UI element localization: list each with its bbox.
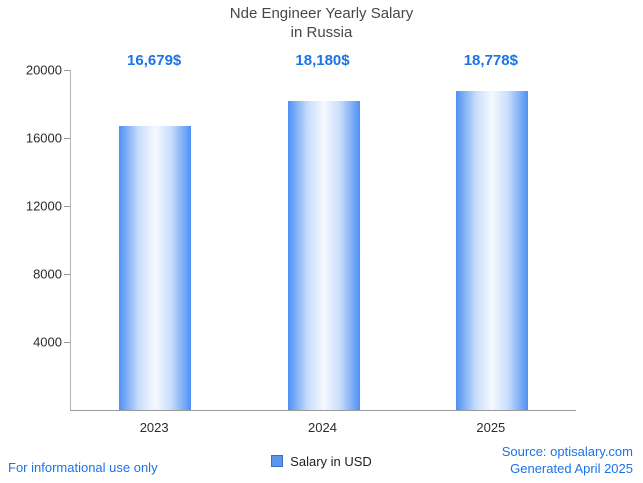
y-axis-tick-label: 20000: [25, 62, 62, 78]
disclaimer-text: For informational use only: [8, 460, 158, 475]
x-axis-category-label: 2024: [308, 420, 337, 435]
y-axis-tick-label: 8000: [33, 266, 62, 282]
y-axis-tick-mark: [64, 206, 70, 207]
x-axis-category-label: 2023: [139, 420, 169, 435]
y-axis-tick-label: 4000: [33, 334, 62, 350]
salary-bar: [455, 90, 528, 410]
salary-bar: [119, 126, 192, 410]
legend-label: Salary in USD: [290, 454, 372, 469]
bar-value-label: 18,180$: [295, 52, 350, 69]
y-axis-tick-mark: [64, 342, 70, 343]
generated-date-text: Generated April 2025: [510, 461, 633, 477]
bar-value-label: 16,679$: [127, 52, 182, 69]
plot-area: [70, 70, 576, 411]
y-axis-tick-label: 12000: [25, 198, 62, 214]
chart-legend: Salary in USD: [0, 454, 643, 469]
source-text: Source: optisalary.com: [501, 444, 633, 460]
chart-title-line1: Nde Engineer Yearly Salary: [229, 5, 414, 22]
bar-value-label: 18,778$: [463, 52, 518, 69]
y-axis-tick-label: 16000: [25, 130, 62, 146]
chart-title-line2: in Russia: [290, 23, 353, 41]
y-axis-tick-mark: [64, 274, 70, 275]
y-axis-tick-mark: [64, 138, 70, 139]
salary-bar: [287, 100, 360, 410]
y-axis-tick-mark: [64, 70, 70, 71]
x-axis-category-label: 2025: [476, 420, 506, 435]
source-block: Source: optisalary.com Generated April 2…: [502, 444, 633, 478]
legend-color-swatch: [271, 455, 284, 467]
chart-title: Nde Engineer Yearly Salary in Russia: [0, 5, 643, 43]
